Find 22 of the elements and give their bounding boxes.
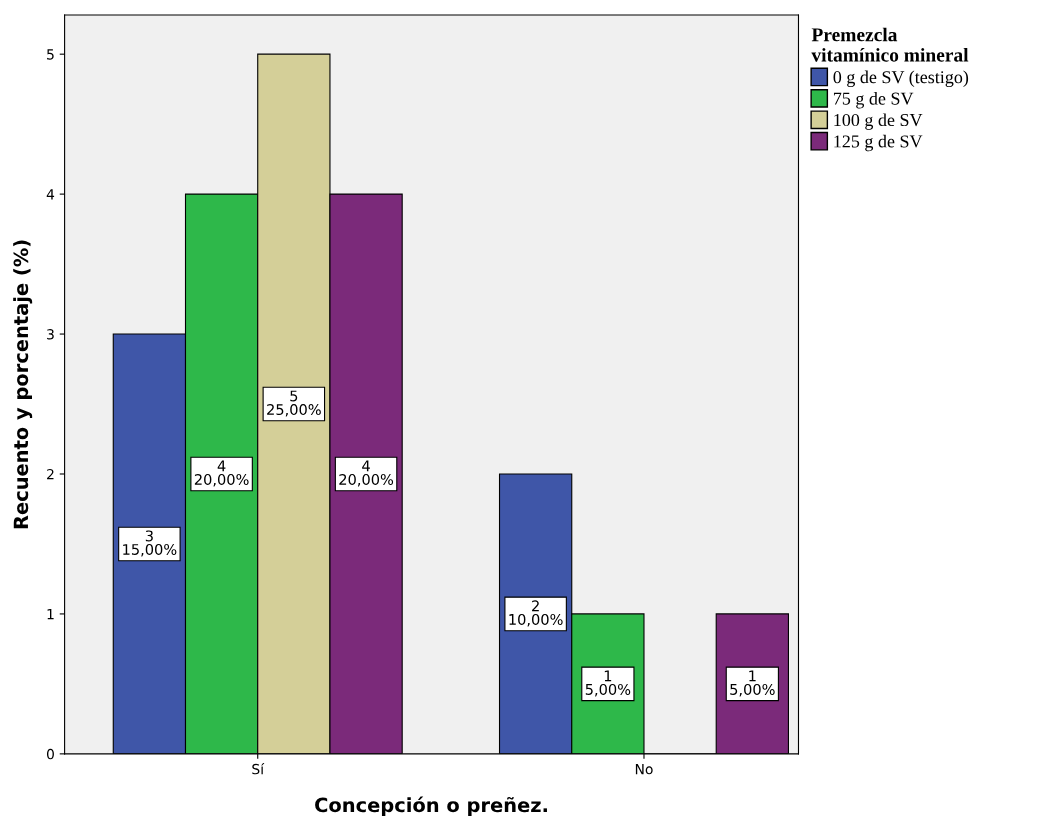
x-tick-label: No bbox=[635, 764, 653, 775]
legend-label: 125 g de SV bbox=[834, 134, 923, 152]
y-axis-title: Recuento y porcentaje (%) bbox=[13, 240, 33, 529]
y-tick-label: 5 bbox=[47, 49, 54, 60]
x-tick-label: Sí bbox=[252, 763, 265, 775]
data-label: 1 5,00% bbox=[730, 670, 775, 697]
data-label: 1 5,00% bbox=[585, 670, 631, 697]
legend-title: Premezcla vitamínico mineral bbox=[811, 27, 969, 62]
y-tick-label: 0 bbox=[46, 748, 54, 760]
y-tick-label: 4 bbox=[46, 189, 55, 200]
x-axis-title: Concepción o preñez. bbox=[315, 796, 547, 817]
data-label: 4 20,00% bbox=[339, 460, 394, 487]
y-tick-label: 3 bbox=[47, 329, 54, 340]
data-label: 4 20,00% bbox=[194, 460, 249, 487]
data-label: 3 15,00% bbox=[123, 530, 177, 557]
y-tick-label: 1 bbox=[47, 609, 54, 620]
legend-label: 0 g de SV (testigo) bbox=[833, 70, 969, 88]
legend-label: 75 g de SV bbox=[833, 91, 914, 109]
data-label: 2 10,00% bbox=[509, 600, 563, 627]
legend-label: 100 g de SV bbox=[834, 113, 923, 130]
data-label: 5 25,00% bbox=[267, 390, 321, 417]
y-tick-label: 2 bbox=[47, 468, 54, 480]
